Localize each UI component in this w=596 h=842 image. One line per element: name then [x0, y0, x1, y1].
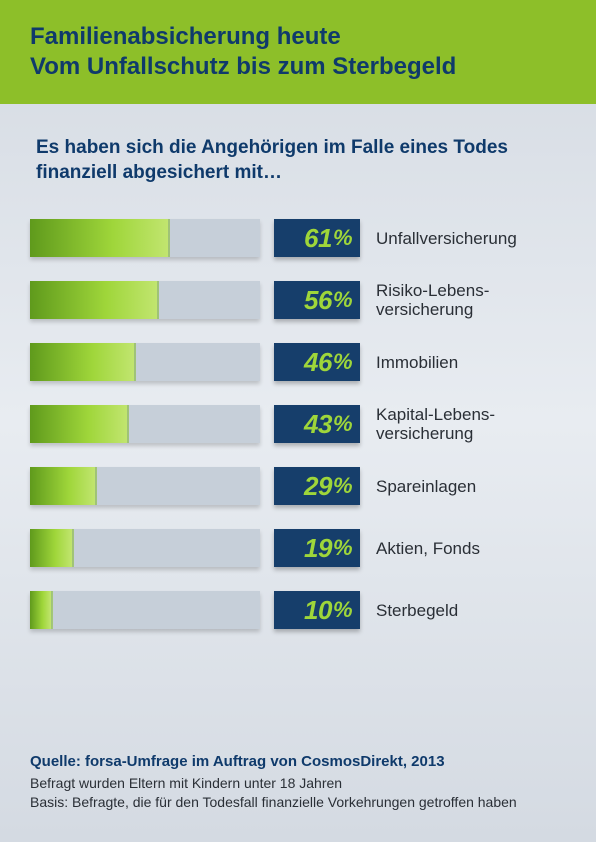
source-line: Quelle: forsa-Umfrage im Auftrag von Cos… [30, 753, 566, 770]
percent-sign: % [333, 225, 352, 251]
percent-value: 10 [304, 595, 332, 626]
percent-value: 19 [304, 533, 332, 564]
chart-row: 56% Risiko-Lebens-versicherung [30, 275, 566, 325]
bar-label: Aktien, Fonds [376, 539, 566, 559]
bar-fill [30, 591, 53, 629]
percent-box: 61% [274, 219, 360, 257]
chart-row: 46% Immobilien [30, 337, 566, 387]
subtitle-line1: Es haben sich die Angehörigen im Falle e… [36, 137, 508, 158]
bar-track [30, 281, 260, 319]
chart-row: 19% Aktien, Fonds [30, 523, 566, 573]
percent-sign: % [333, 287, 352, 313]
bar-track [30, 343, 260, 381]
bar-label: Spareinlagen [376, 477, 566, 497]
bar-track [30, 405, 260, 443]
title-line2: Vom Unfallschutz bis zum Sterbegeld [30, 53, 456, 80]
percent-value: 56 [304, 285, 332, 316]
percent-sign: % [333, 597, 352, 623]
percent-box: 43% [274, 405, 360, 443]
percent-sign: % [333, 535, 352, 561]
bar-fill [30, 467, 97, 505]
title-line1: Familienabsicherung heute [30, 23, 341, 50]
footer-detail2: Basis: Befragte, die für den Todesfall f… [30, 793, 566, 812]
bar-fill [30, 529, 74, 567]
percent-value: 46 [304, 347, 332, 378]
bar-track [30, 591, 260, 629]
bar-label: Risiko-Lebens-versicherung [376, 281, 566, 320]
bar-fill [30, 281, 159, 319]
bar-chart: 61% Unfallversicherung 56% Risiko-Lebens-ve… [0, 203, 596, 635]
percent-sign: % [333, 349, 352, 375]
bar-fill [30, 405, 129, 443]
bar-label: Sterbegeld [376, 601, 566, 621]
percent-box: 56% [274, 281, 360, 319]
chart-row: 43% Kapital-Lebens-versicherung [30, 399, 566, 449]
percent-box: 46% [274, 343, 360, 381]
footer: Quelle: forsa-Umfrage im Auftrag von Cos… [30, 753, 566, 812]
bar-label: Unfallversicherung [376, 229, 566, 249]
percent-box: 19% [274, 529, 360, 567]
subtitle: Es haben sich die Angehörigen im Falle e… [0, 104, 596, 203]
bar-track [30, 219, 260, 257]
bar-fill [30, 343, 136, 381]
bar-fill [30, 219, 170, 257]
header-band: Familienabsicherung heute Vom Unfallschu… [0, 0, 596, 104]
chart-row: 61% Unfallversicherung [30, 213, 566, 263]
page-title: Familienabsicherung heute Vom Unfallschu… [30, 22, 566, 82]
chart-row: 29% Spareinlagen [30, 461, 566, 511]
bar-track [30, 467, 260, 505]
bar-label: Immobilien [376, 353, 566, 373]
chart-row: 10% Sterbegeld [30, 585, 566, 635]
percent-box: 10% [274, 591, 360, 629]
percent-box: 29% [274, 467, 360, 505]
percent-sign: % [333, 473, 352, 499]
bar-label: Kapital-Lebens-versicherung [376, 405, 566, 444]
percent-value: 43 [304, 409, 332, 440]
bar-track [30, 529, 260, 567]
footer-detail1: Befragt wurden Eltern mit Kindern unter … [30, 774, 566, 793]
percent-value: 61 [304, 223, 332, 254]
percent-value: 29 [304, 471, 332, 502]
subtitle-line2: finanziell abgesichert mit… [36, 162, 282, 183]
percent-sign: % [333, 411, 352, 437]
